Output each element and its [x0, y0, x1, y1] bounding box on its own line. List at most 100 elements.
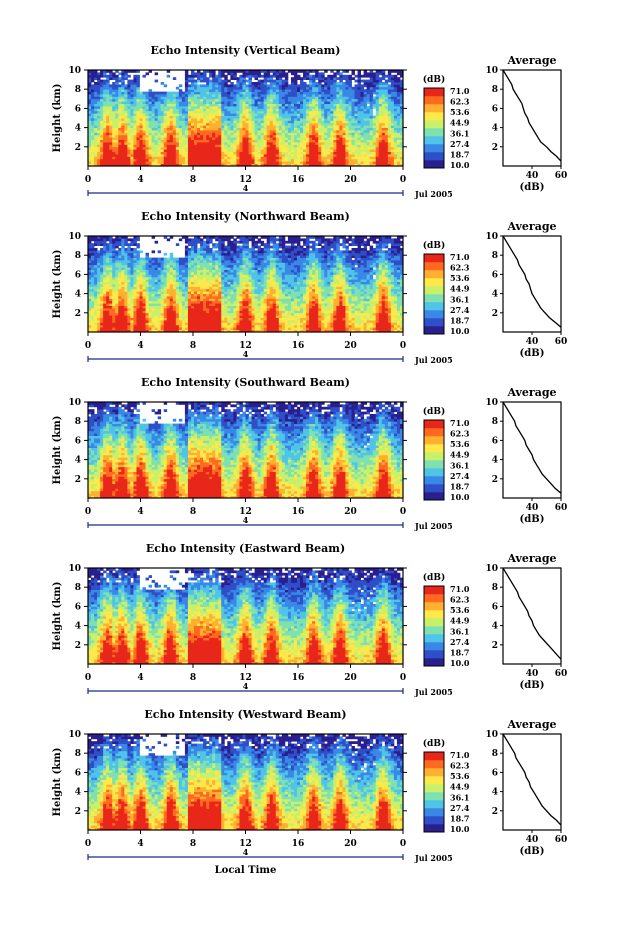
heatmap-cell	[361, 106, 364, 109]
heatmap-cell	[146, 116, 149, 119]
heatmap-cell	[112, 306, 115, 309]
heatmap-cell	[315, 159, 318, 162]
heatmap-cell	[300, 142, 303, 145]
heatmap-cell	[167, 120, 170, 123]
heatmap-cell	[109, 255, 112, 258]
heatmap-cell	[233, 87, 236, 90]
heatmap-cell	[242, 118, 245, 121]
heatmap-cell	[239, 113, 242, 116]
heatmap-cell	[152, 123, 155, 126]
heatmap-cell	[230, 144, 233, 147]
heatmap-cell	[370, 159, 373, 162]
heatmap-cell	[218, 75, 221, 78]
heatmap-cell	[391, 87, 394, 90]
heatmap-cell	[267, 116, 270, 119]
heatmap-cell	[373, 84, 376, 87]
heatmap-cell	[179, 116, 182, 119]
heatmap-cell	[306, 89, 309, 92]
heatmap-cell	[267, 156, 270, 159]
heatmap-cell	[133, 80, 136, 83]
heatmap-cell	[339, 130, 342, 133]
heatmap-cell	[333, 77, 336, 80]
heatmap-cell	[282, 161, 285, 164]
heatmap-cell	[215, 77, 218, 80]
heatmap-cell	[136, 322, 139, 325]
heatmap-cell	[333, 101, 336, 104]
heatmap-cell	[382, 101, 385, 104]
heatmap-cell	[306, 120, 309, 123]
heatmap-cell	[397, 113, 400, 116]
heatmap-cell	[206, 135, 209, 138]
heatmap-cell	[364, 92, 367, 95]
heatmap-cell	[149, 274, 152, 277]
heatmap-cell	[373, 123, 376, 126]
heatmap-cell	[279, 132, 282, 135]
heatmap-cell	[282, 142, 285, 145]
heatmap-cell	[103, 310, 106, 313]
heatmap-cell	[203, 92, 206, 95]
heatmap-cell	[321, 140, 324, 143]
heatmap-cell	[185, 113, 188, 116]
heatmap-cell	[97, 301, 100, 304]
heatmap-cell	[194, 142, 197, 145]
heatmap-cell	[239, 82, 242, 85]
heatmap-cell	[158, 277, 161, 280]
heatmap-cell	[276, 113, 279, 116]
heatmap-cell	[255, 118, 258, 121]
heatmap-cell	[143, 308, 146, 311]
heatmap-cell	[324, 84, 327, 87]
heatmap-cell	[276, 116, 279, 119]
heatmap-cell	[318, 72, 321, 75]
heatmap-cell	[370, 101, 373, 104]
heatmap-cell	[203, 142, 206, 145]
heatmap-cell	[133, 125, 136, 128]
heatmap-cell	[309, 99, 312, 102]
heatmap-cell	[118, 277, 121, 280]
heatmap-cell	[279, 108, 282, 111]
heatmap-cell	[355, 144, 358, 147]
heatmap-cell	[342, 106, 345, 109]
heatmap-cell	[352, 99, 355, 102]
heatmap-cell	[388, 101, 391, 104]
heatmap-cell	[167, 99, 170, 102]
heatmap-cell	[312, 111, 315, 114]
heatmap-cell	[112, 147, 115, 150]
heatmap-cell	[333, 154, 336, 157]
heatmap-cell	[276, 77, 279, 80]
heatmap-cell	[209, 108, 212, 111]
heatmap-cell	[121, 104, 124, 107]
heatmap-cell	[103, 243, 106, 246]
heatmap-cell	[282, 72, 285, 75]
heatmap-cell	[264, 140, 267, 143]
heatmap-cell	[191, 154, 194, 157]
heatmap-cell	[143, 267, 146, 270]
heatmap-cell	[130, 159, 133, 162]
heatmap-cell	[276, 104, 279, 107]
heatmap-cell	[200, 142, 203, 145]
heatmap-cell	[112, 250, 115, 253]
heatmap-cell	[321, 99, 324, 102]
heatmap-cell	[342, 113, 345, 116]
heatmap-cell	[136, 154, 139, 157]
heatmap-cell	[273, 96, 276, 99]
heatmap-cell	[255, 101, 258, 104]
heatmap-cell	[279, 84, 282, 87]
heatmap-cell	[224, 147, 227, 150]
heatmap-cell	[355, 113, 358, 116]
heatmap-cell	[224, 89, 227, 92]
heatmap-cell	[158, 291, 161, 294]
heatmap-cell	[336, 159, 339, 162]
heatmap-cell	[379, 130, 382, 133]
heatmap-cell	[282, 152, 285, 155]
heatmap-cell	[179, 104, 182, 107]
heatmap-cell	[306, 104, 309, 107]
heatmap-cell	[373, 75, 376, 78]
heatmap-cell	[127, 279, 130, 282]
heatmap-cell	[185, 99, 188, 102]
heatmap-cell	[197, 118, 200, 121]
heatmap-cell	[97, 325, 100, 328]
heatmap-cell	[394, 132, 397, 135]
heatmap-cell	[270, 77, 273, 80]
heatmap-cell	[130, 154, 133, 157]
heatmap-cell	[121, 132, 124, 135]
